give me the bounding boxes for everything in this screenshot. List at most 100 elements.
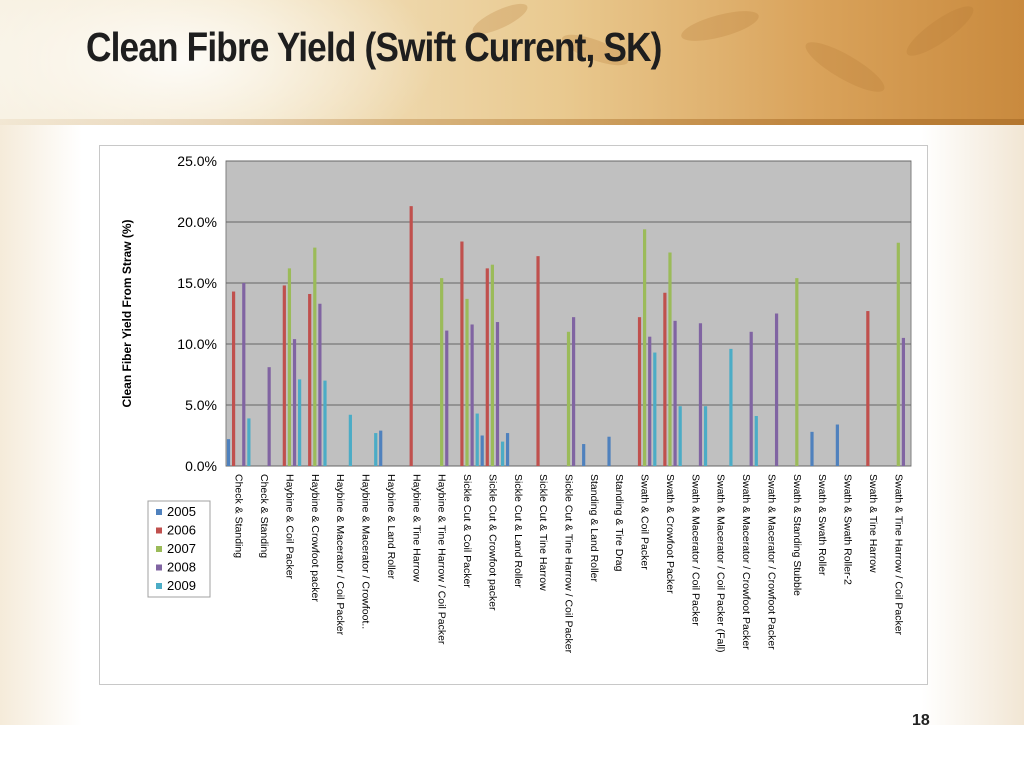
chart-frame: 0.0% 5.0% 10.0% 15.0% 20.0% 25.0% Check & Sta… — [99, 145, 928, 685]
x-tick-label: Swath & Tine Harrow — [867, 474, 879, 573]
bar-2006 — [308, 293, 312, 466]
x-tick-label: Sickle Cut & Tine Harrow / Coil Packer — [563, 474, 575, 654]
x-tick-label: Swath & Macerator / Crowfoot Packer — [765, 474, 777, 650]
x-tick-label: Haybine & Macerator / Coil Packer — [334, 474, 346, 636]
x-tick-label: Haybine & Tine Harrow / Coil Packer — [436, 474, 448, 645]
bar-2009 — [500, 441, 505, 466]
x-tick-label: Standing & Land Roller — [588, 474, 600, 582]
bar-2008 — [901, 337, 906, 466]
x-tick-label: Swath & Standing Stubble — [791, 474, 803, 596]
bar-2009 — [703, 406, 708, 466]
bar-2008 — [698, 323, 703, 466]
bar-2008 — [749, 331, 753, 466]
bar-2008 — [648, 336, 652, 466]
x-tick-label: Check & Standing — [258, 474, 270, 558]
bar-2006 — [663, 292, 667, 466]
bar-2009 — [678, 406, 682, 466]
legend-swatch — [156, 527, 162, 534]
x-tick-label: Swath & Swath Roller-2 — [842, 474, 854, 585]
bar-2009 — [374, 433, 378, 466]
bar-2006 — [485, 268, 489, 466]
y-tick-labels: 0.0% 5.0% 10.0% 15.0% 20.0% 25.0% — [177, 153, 217, 474]
bar-2008 — [242, 283, 246, 466]
bars — [226, 206, 906, 466]
bar-2007 — [490, 264, 494, 466]
bar-2006 — [282, 285, 286, 466]
x-tick-label: Swath & Coil Packer — [639, 474, 651, 570]
page-number: 18 — [912, 712, 930, 729]
x-tick-label: Haybine & Coil Packer — [283, 474, 295, 580]
bar-2005 — [480, 435, 484, 466]
legend: 2005 2006 2007 2008 2009 — [147, 500, 211, 598]
y-tick-label: 10.0% — [177, 336, 217, 352]
x-tick-label: Swath & Crowfoot Packer — [664, 474, 676, 594]
legend-label: 2008 — [167, 560, 196, 575]
x-tick-label: Sickle Cut & Coil Packer — [461, 474, 473, 588]
bar-2009 — [653, 352, 657, 466]
bar-2009 — [475, 413, 479, 466]
title-banner: Clean Fibre Yield (Swift Current, SK) — [0, 0, 1024, 125]
x-tick-label: Haybine & Land Roller — [385, 474, 397, 580]
x-tick-label: Haybine & Crowfoot packer — [309, 474, 321, 602]
x-tick-label: Haybine & Macerator / Crowfoot.. — [360, 474, 372, 629]
bar-2008 — [292, 339, 297, 466]
x-tick-label: Standing & Tire Drag — [613, 474, 625, 572]
x-tick-label: Sickle Cut & Land Roller — [512, 474, 524, 588]
bar-2008 — [673, 320, 677, 466]
y-tick-label: 5.0% — [185, 397, 217, 413]
y-tick-label: 20.0% — [177, 214, 217, 230]
bar-2005 — [835, 424, 839, 466]
bar-2005 — [505, 433, 510, 466]
y-tick-label: 25.0% — [177, 153, 217, 169]
x-tick-label: Sickle Cut & Crowfoot packer — [486, 474, 498, 611]
bar-2005 — [810, 431, 814, 466]
legend-label: 2009 — [167, 578, 196, 593]
bar-2008 — [318, 303, 322, 466]
bar-2005 — [607, 436, 611, 466]
bar-2007 — [465, 298, 469, 466]
bar-2008 — [495, 322, 500, 466]
wheat-decoration — [678, 5, 762, 47]
x-tick-labels: Check & Standing Check & Standing Haybine … — [233, 474, 905, 654]
bar-2009 — [298, 379, 302, 466]
bar-2006 — [866, 311, 870, 466]
x-tick-label: Swath & Tine Harrow / Coil Packer — [892, 474, 904, 636]
bar-2008 — [470, 324, 474, 466]
banner-rule — [0, 119, 1024, 125]
bar-2007 — [795, 278, 799, 466]
banner-glow — [0, 0, 440, 125]
bar-2009 — [754, 415, 758, 466]
y-axis-label: Clean Fiber Yield From Straw (%) — [120, 219, 134, 407]
bar-2006 — [637, 317, 642, 466]
bar-2006 — [536, 256, 540, 466]
y-tick-label: 15.0% — [177, 275, 217, 291]
bar-2007 — [668, 252, 672, 466]
bar-2005 — [582, 444, 586, 466]
bar-2007 — [440, 278, 444, 466]
bar-2006 — [231, 291, 236, 466]
legend-swatch — [156, 564, 162, 571]
bar-2006 — [460, 241, 464, 466]
bar-2007 — [643, 229, 647, 466]
bar-2008 — [445, 330, 449, 466]
x-tick-label: Check & Standing — [233, 474, 245, 558]
bar-2007 — [287, 268, 292, 466]
x-tick-label: Swath & Macerator / Coil Packer — [689, 474, 701, 626]
x-tick-label: Haybine & Tine Harrow — [410, 474, 422, 582]
bar-2008 — [267, 367, 271, 466]
bar-2005 — [379, 430, 383, 466]
slide-title: Clean Fibre Yield (Swift Current, SK) — [86, 24, 662, 70]
bar-2009 — [729, 348, 733, 466]
bar-2009 — [348, 414, 352, 466]
bar-2005 — [226, 439, 231, 466]
bar-2007 — [896, 242, 900, 466]
x-tick-label: Sickle Cut & Tine Harrow — [537, 474, 549, 591]
legend-swatch — [156, 509, 162, 515]
bar-2007 — [566, 331, 571, 466]
x-tick-label: Swath & Swath Roller — [816, 474, 828, 576]
bar-2006 — [409, 206, 413, 466]
bar-2009 — [247, 418, 251, 466]
legend-box — [147, 500, 211, 598]
bar-2007 — [313, 247, 317, 466]
wheat-decoration — [800, 34, 890, 100]
